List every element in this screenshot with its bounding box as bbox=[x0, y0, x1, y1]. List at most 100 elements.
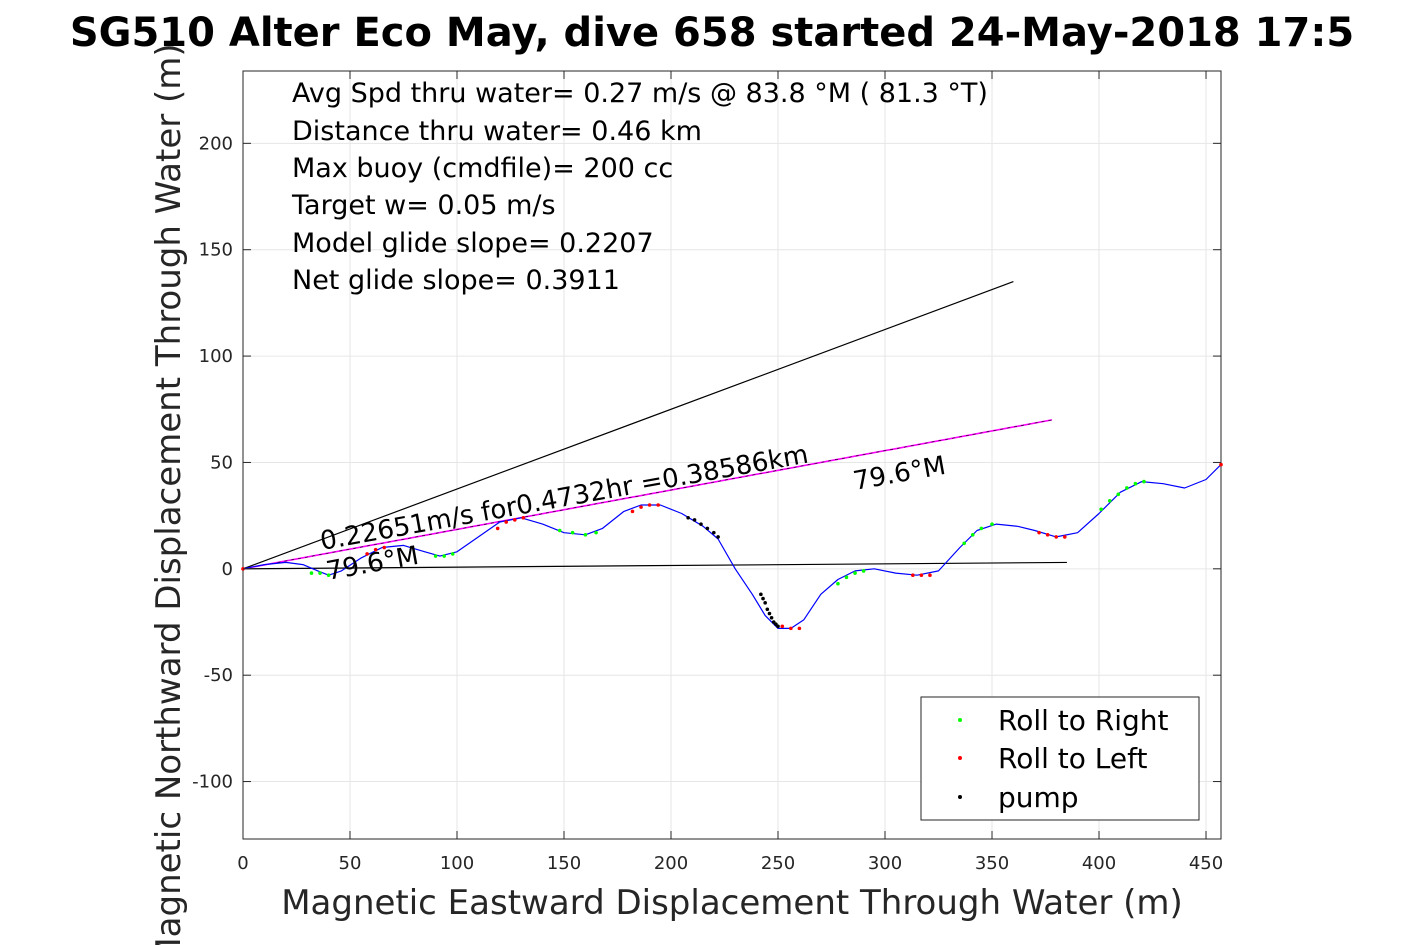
roll-to-left-marker bbox=[639, 505, 643, 509]
track-series-line bbox=[242, 464, 1222, 630]
pump-marker bbox=[767, 611, 772, 616]
roll-to-left-marker bbox=[780, 624, 785, 629]
roll-to-left-marker bbox=[656, 503, 660, 507]
pump-marker bbox=[686, 515, 690, 520]
roll-to-left-marker bbox=[1037, 530, 1041, 535]
pump-marker bbox=[712, 530, 716, 535]
roll-to-right-marker bbox=[557, 528, 562, 533]
stat-target-w: Target w= 0.05 m/s bbox=[291, 190, 556, 221]
roll-to-right-marker bbox=[970, 532, 975, 537]
roll-to-left-marker bbox=[789, 626, 793, 631]
reference-lines bbox=[242, 281, 1067, 570]
x-axis-label: Magnetic Eastward Displacement Through W… bbox=[281, 883, 1183, 923]
x-tick-label: 50 bbox=[339, 853, 362, 874]
pump-marker bbox=[699, 522, 703, 526]
roll-to-right-marker bbox=[1125, 486, 1129, 490]
pump-marker bbox=[705, 526, 710, 531]
roll-to-right-marker bbox=[309, 571, 314, 575]
roll-to-left-marker bbox=[1054, 535, 1059, 539]
roll-to-right-marker bbox=[326, 573, 331, 577]
roll-to-right-marker bbox=[1133, 481, 1138, 486]
y-axis-label: Magnetic Northward Displacement Through … bbox=[149, 43, 189, 945]
roll-to-right-marker bbox=[979, 526, 984, 531]
pump-marker bbox=[765, 607, 770, 612]
stat-avg-speed: Avg Spd thru water= 0.27 m/s @ 83.8 °M (… bbox=[292, 78, 988, 109]
chart-title: SG510 Alter Eco May, dive 658 started 24… bbox=[70, 10, 1354, 56]
roll-to-right-marker bbox=[844, 575, 849, 580]
y-tick-label: -50 bbox=[204, 665, 233, 686]
legend-marker-roll-left bbox=[958, 756, 962, 760]
roll-to-right-marker bbox=[450, 552, 455, 556]
x-tick-label: 200 bbox=[654, 853, 688, 874]
roll-to-left-marker bbox=[647, 503, 652, 507]
pump-marker bbox=[759, 592, 763, 597]
pump-marker bbox=[763, 601, 767, 605]
x-tick-label: 100 bbox=[440, 853, 474, 874]
roll-to-right-marker bbox=[836, 581, 840, 586]
roll-to-right-marker bbox=[442, 554, 446, 558]
pump-marker bbox=[761, 596, 765, 601]
x-tick-label: 300 bbox=[868, 853, 902, 874]
roll-to-left-marker bbox=[495, 526, 500, 531]
marker-layer bbox=[241, 462, 1223, 631]
roll-to-right-marker bbox=[570, 530, 575, 535]
x-tick-label: 400 bbox=[1082, 853, 1116, 874]
y-tick-label: 100 bbox=[199, 346, 233, 367]
x-tick-label: 150 bbox=[547, 853, 581, 874]
roll-to-left-marker bbox=[630, 509, 635, 514]
x-tick-label: 0 bbox=[237, 853, 248, 874]
pump-marker bbox=[716, 535, 720, 539]
lower-reference-line bbox=[242, 561, 1067, 570]
roll-to-right-marker bbox=[318, 571, 322, 575]
roll-to-left-marker bbox=[1219, 462, 1223, 467]
roll-to-left-marker bbox=[365, 552, 369, 556]
roll-to-left-marker bbox=[911, 573, 915, 577]
stats-block: Avg Spd thru water= 0.27 m/s @ 83.8 °M (… bbox=[291, 78, 988, 296]
roll-to-left-marker bbox=[919, 573, 924, 577]
x-tick-label: 450 bbox=[1189, 853, 1223, 874]
y-tick-label: 200 bbox=[199, 133, 233, 154]
roll-to-right-marker bbox=[962, 541, 966, 546]
roll-to-right-marker bbox=[583, 532, 588, 537]
stat-distance: Distance thru water= 0.46 km bbox=[292, 116, 702, 147]
roll-to-left-marker bbox=[382, 545, 387, 550]
roll-to-right-marker bbox=[861, 569, 866, 573]
roll-to-left-marker bbox=[1045, 532, 1050, 537]
track-layer bbox=[242, 464, 1222, 630]
roll-to-left-marker bbox=[373, 547, 378, 552]
legend-label-roll-left: Roll to Left bbox=[998, 742, 1147, 775]
legend-marker-pump bbox=[958, 795, 962, 799]
roll-to-left-marker bbox=[521, 515, 526, 520]
stat-max-buoy: Max buoy (cmdfile)= 200 cc bbox=[292, 153, 673, 184]
x-tick-label: 350 bbox=[975, 853, 1009, 874]
roll-to-right-marker bbox=[1116, 492, 1121, 497]
legend-label-pump: pump bbox=[998, 781, 1079, 814]
y-tick-label: 150 bbox=[199, 240, 233, 261]
stat-model-slope: Model glide slope= 0.2207 bbox=[292, 228, 654, 259]
legend-box bbox=[920, 696, 1200, 821]
upper-reference-line bbox=[242, 281, 1014, 570]
tick-labels: 0 50 100 150 200 250 300 350 400 450 -100 -50 0 50 100… bbox=[192, 71, 1223, 874]
pump-marker bbox=[692, 518, 697, 522]
roll-to-left-marker bbox=[928, 573, 932, 577]
roll-to-right-marker bbox=[594, 530, 598, 535]
roll-to-right-marker bbox=[433, 554, 438, 558]
legend-label-roll-right: Roll to Right bbox=[998, 704, 1169, 737]
roll-to-right-marker bbox=[853, 571, 857, 575]
y-tick-label: -100 bbox=[192, 772, 233, 793]
stat-net-slope: Net glide slope= 0.3911 bbox=[292, 265, 620, 296]
roll-to-right-marker bbox=[1142, 479, 1146, 484]
roll-to-left-marker bbox=[512, 518, 517, 522]
legend-marker-roll-right bbox=[958, 718, 962, 722]
roll-to-left-marker bbox=[1062, 535, 1067, 539]
roll-to-right-marker bbox=[1107, 498, 1112, 503]
x-tick-label: 250 bbox=[761, 853, 795, 874]
model-glide-line bbox=[242, 419, 1053, 570]
roll-to-right-marker bbox=[990, 522, 994, 526]
roll-to-right-marker bbox=[1099, 507, 1103, 512]
legend: Roll to Right Roll to Left pump bbox=[920, 696, 1200, 821]
pump-marker bbox=[776, 624, 780, 629]
y-tick-label: 50 bbox=[210, 452, 233, 473]
roll-to-left-marker bbox=[797, 626, 802, 631]
